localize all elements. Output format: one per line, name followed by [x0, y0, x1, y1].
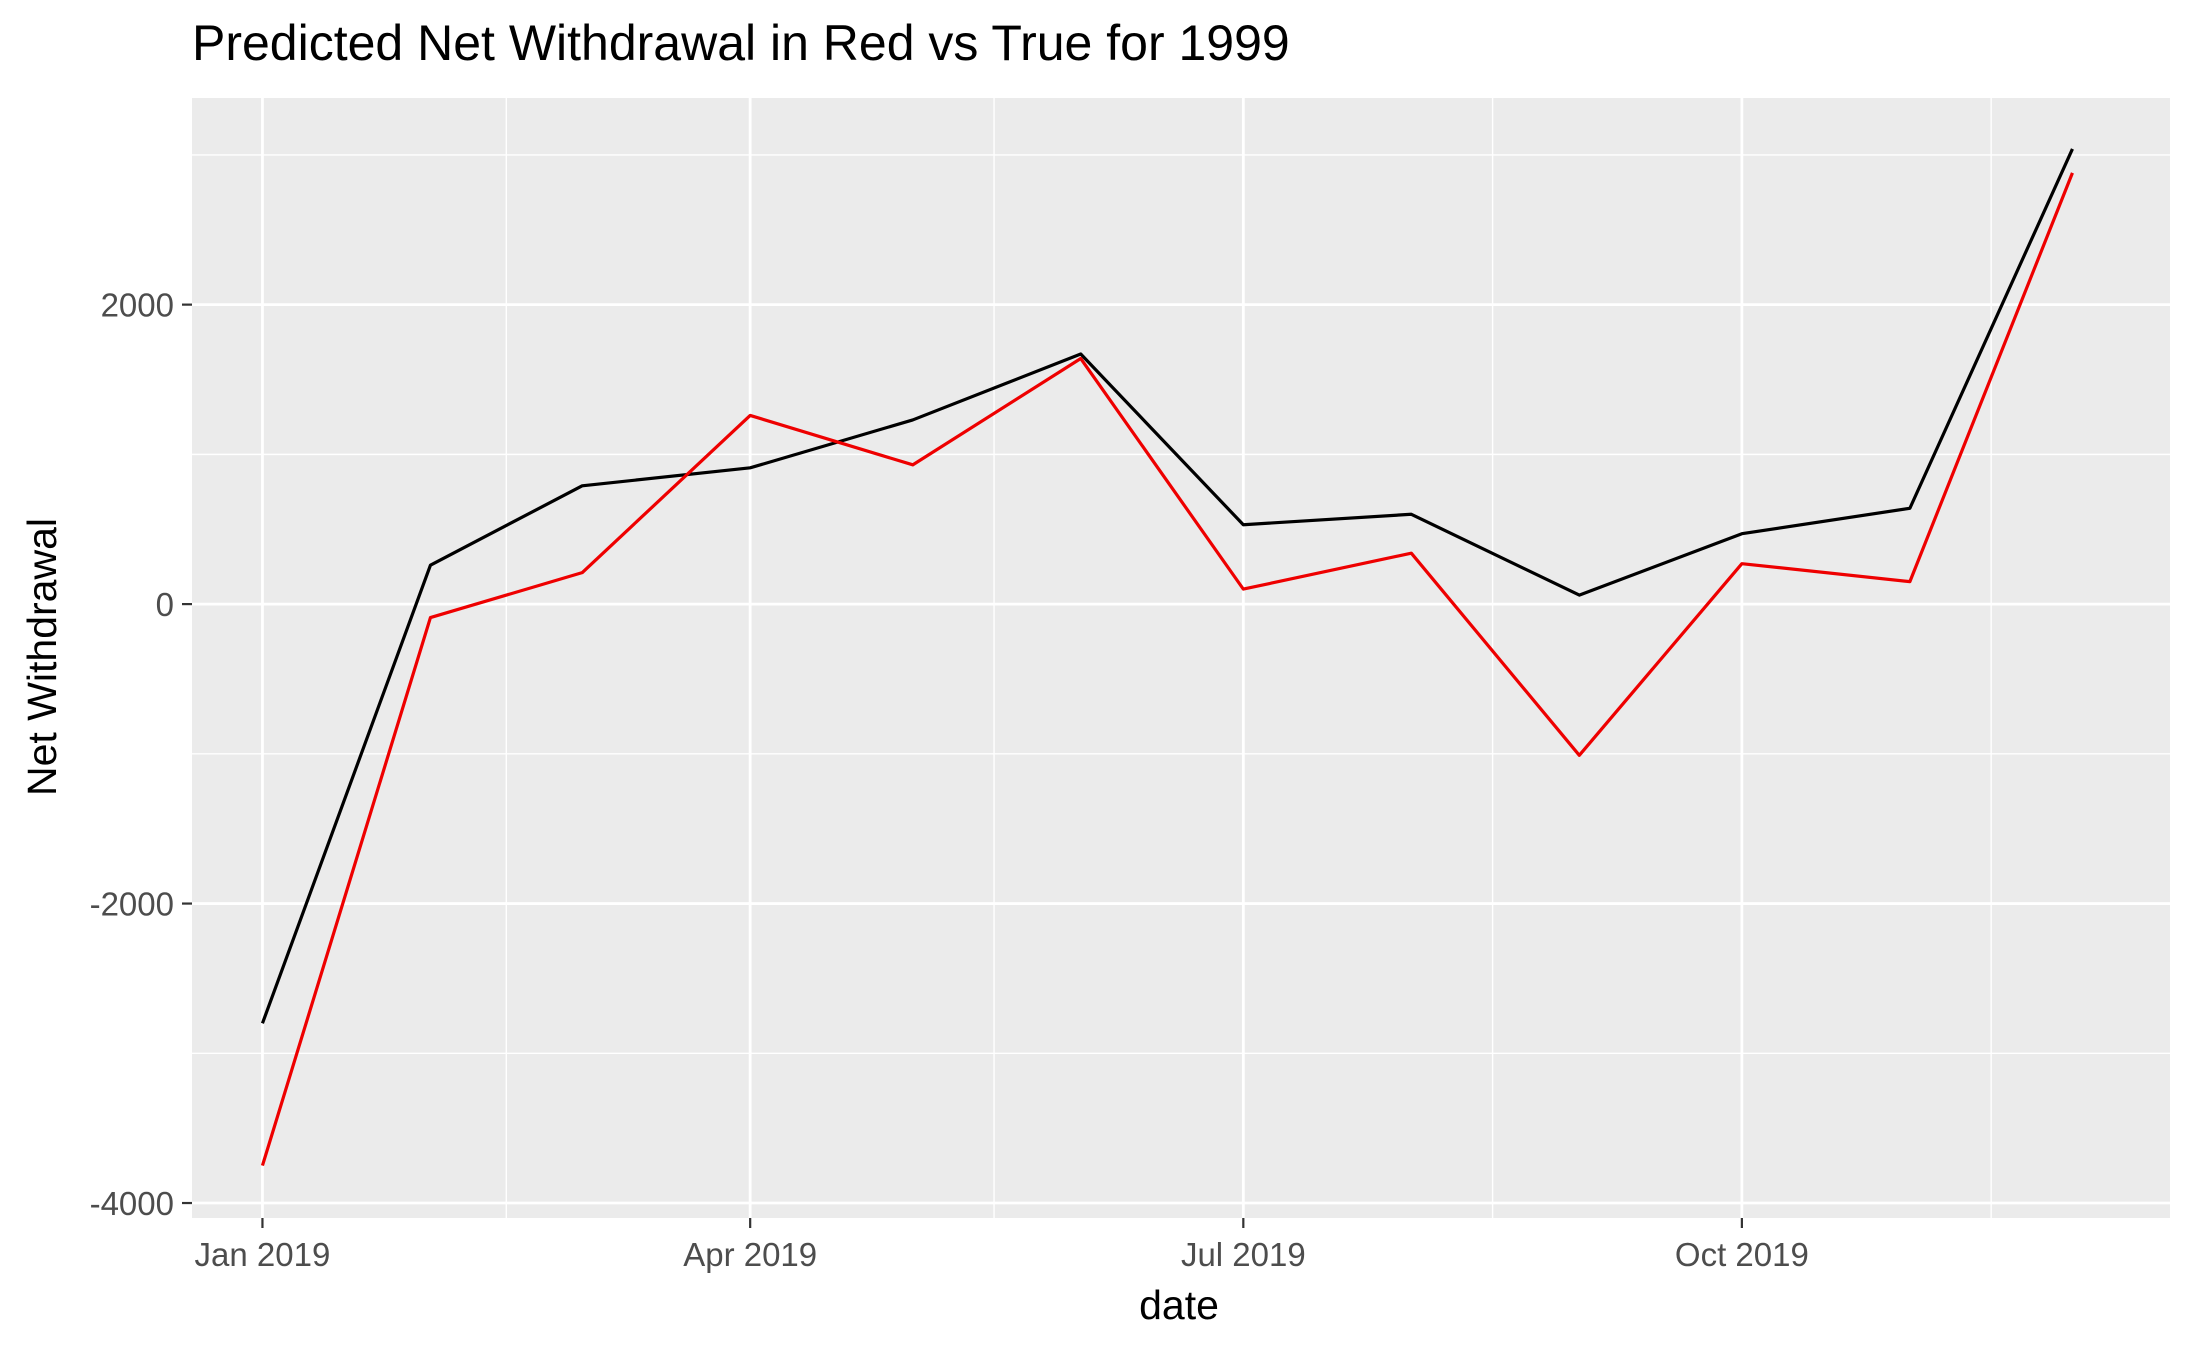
y-tick-label: -4000	[90, 1185, 174, 1222]
y-axis-tick-labels: 2000 0 -2000 -4000	[90, 287, 174, 1222]
x-tick-label: Oct 2019	[1675, 1236, 1809, 1273]
x-tick-label: Apr 2019	[683, 1236, 817, 1273]
axis-ticks	[182, 303, 1743, 1228]
series-line-red	[260, 172, 2074, 1167]
x-axis-tick-labels: Jan 2019 Apr 2019 Jul 2019 Oct 2019	[195, 1236, 1809, 1273]
y-tick-label: 0	[156, 586, 174, 623]
chart-title: Predicted Net Withdrawal in Red vs True …	[192, 15, 1290, 71]
y-tick-label: -2000	[90, 886, 174, 923]
series-layer	[260, 148, 2074, 1167]
plot-panel	[192, 98, 2170, 1218]
y-axis-title: Net Withdrawal	[19, 518, 65, 796]
major-gridlines	[192, 98, 2170, 1218]
x-tick-label: Jul 2019	[1181, 1236, 1306, 1273]
minor-gridlines	[192, 98, 2170, 1218]
series-line-black	[260, 148, 2074, 1024]
y-tick-label: 2000	[101, 287, 174, 324]
x-tick-label: Jan 2019	[195, 1236, 331, 1273]
x-axis-title: date	[1139, 1282, 1219, 1328]
